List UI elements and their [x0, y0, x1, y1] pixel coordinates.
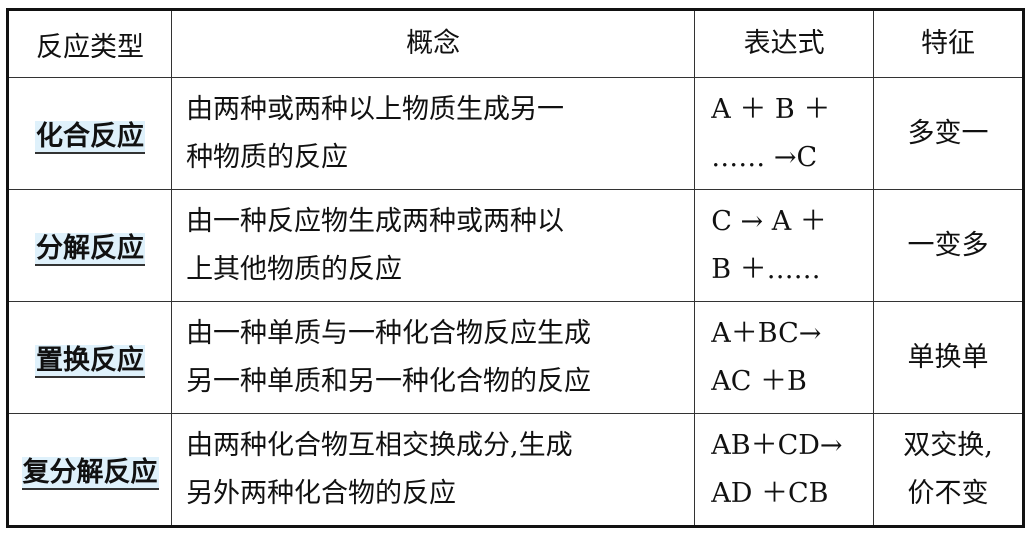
concept-line: 上其他物质的反应	[186, 253, 403, 285]
feature-line: 双交换,	[903, 429, 993, 461]
feature-line: 价不变	[907, 477, 989, 509]
concept-line: 另外两种化合物的反应	[186, 477, 457, 509]
concept-line: 由一种单质与一种化合物反应生成	[186, 317, 592, 349]
feature-cell: 多变一	[873, 77, 1024, 190]
expression-line: AD ＋CB	[711, 477, 829, 509]
reaction-types-table: 反应类型 概念 表达式 特征 化合反应 由两种或两种以上物质生成另一 种物质的反应 A…	[6, 8, 1025, 528]
concept-line: 另一种单质和另一种化合物的反应	[186, 365, 592, 397]
concept-cell: 由两种化合物互相交换成分,生成 另外两种化合物的反应	[171, 413, 696, 527]
type-cell: 化合反应	[6, 77, 173, 190]
expression-line: A ＋ B ＋	[711, 93, 831, 125]
concept-cell: 由一种反应物生成两种或两种以 上其他物质的反应	[171, 189, 696, 302]
expression-line: …… →C	[711, 141, 818, 173]
reaction-type: 化合反应	[35, 121, 146, 154]
reaction-type: 分解反应	[35, 233, 146, 266]
header-expression: 表达式	[694, 9, 875, 78]
table-row: 复分解反应 由两种化合物互相交换成分,生成 另外两种化合物的反应 AB＋CD→ AD ＋…	[6, 413, 1024, 527]
concept-line: 种物质的反应	[186, 141, 349, 173]
type-cell: 复分解反应	[6, 413, 173, 527]
concept-line: 由一种反应物生成两种或两种以	[186, 205, 565, 237]
feature-line: 单换单	[907, 341, 989, 373]
table-row: 置换反应 由一种单质与一种化合物反应生成 另一种单质和另一种化合物的反应 A＋BC→ A…	[6, 301, 1024, 414]
header-row: 反应类型 概念 表达式 特征	[6, 9, 1024, 78]
expression-line: C → A ＋	[711, 205, 827, 237]
table-row: 分解反应 由一种反应物生成两种或两种以 上其他物质的反应 C → A ＋ B ＋…… 一…	[6, 189, 1024, 302]
header-concept: 概念	[171, 9, 696, 78]
feature-line: 多变一	[907, 117, 989, 149]
expression-cell: A＋BC→ AC ＋B	[694, 301, 875, 414]
reaction-type: 置换反应	[35, 345, 146, 378]
type-cell: 置换反应	[6, 301, 173, 414]
feature-cell: 单换单	[873, 301, 1024, 414]
table-row: 化合反应 由两种或两种以上物质生成另一 种物质的反应 A ＋ B ＋…… →C 多变一	[6, 77, 1024, 190]
expression-line: AB＋CD→	[711, 429, 843, 461]
expression-cell: C → A ＋ B ＋……	[694, 189, 875, 302]
header-type: 反应类型	[6, 9, 173, 78]
concept-cell: 由两种或两种以上物质生成另一 种物质的反应	[171, 77, 696, 190]
expression-cell: A ＋ B ＋ …… →C	[694, 77, 875, 190]
concept-line: 由两种或两种以上物质生成另一	[186, 93, 565, 125]
feature-cell: 一变多	[873, 189, 1024, 302]
expression-line: B ＋……	[711, 253, 821, 285]
feature-cell: 双交换, 价不变	[873, 413, 1024, 527]
concept-cell: 由一种单质与一种化合物反应生成 另一种单质和另一种化合物的反应	[171, 301, 696, 414]
expression-line: AC ＋B	[711, 365, 807, 397]
header-feature: 特征	[873, 9, 1024, 78]
expression-cell: AB＋CD→ AD ＋CB	[694, 413, 875, 527]
reaction-type: 复分解反应	[21, 457, 159, 490]
type-cell: 分解反应	[6, 189, 173, 302]
feature-line: 一变多	[907, 229, 989, 261]
expression-line: A＋BC→	[711, 317, 822, 349]
concept-line: 由两种化合物互相交换成分,生成	[186, 429, 573, 461]
